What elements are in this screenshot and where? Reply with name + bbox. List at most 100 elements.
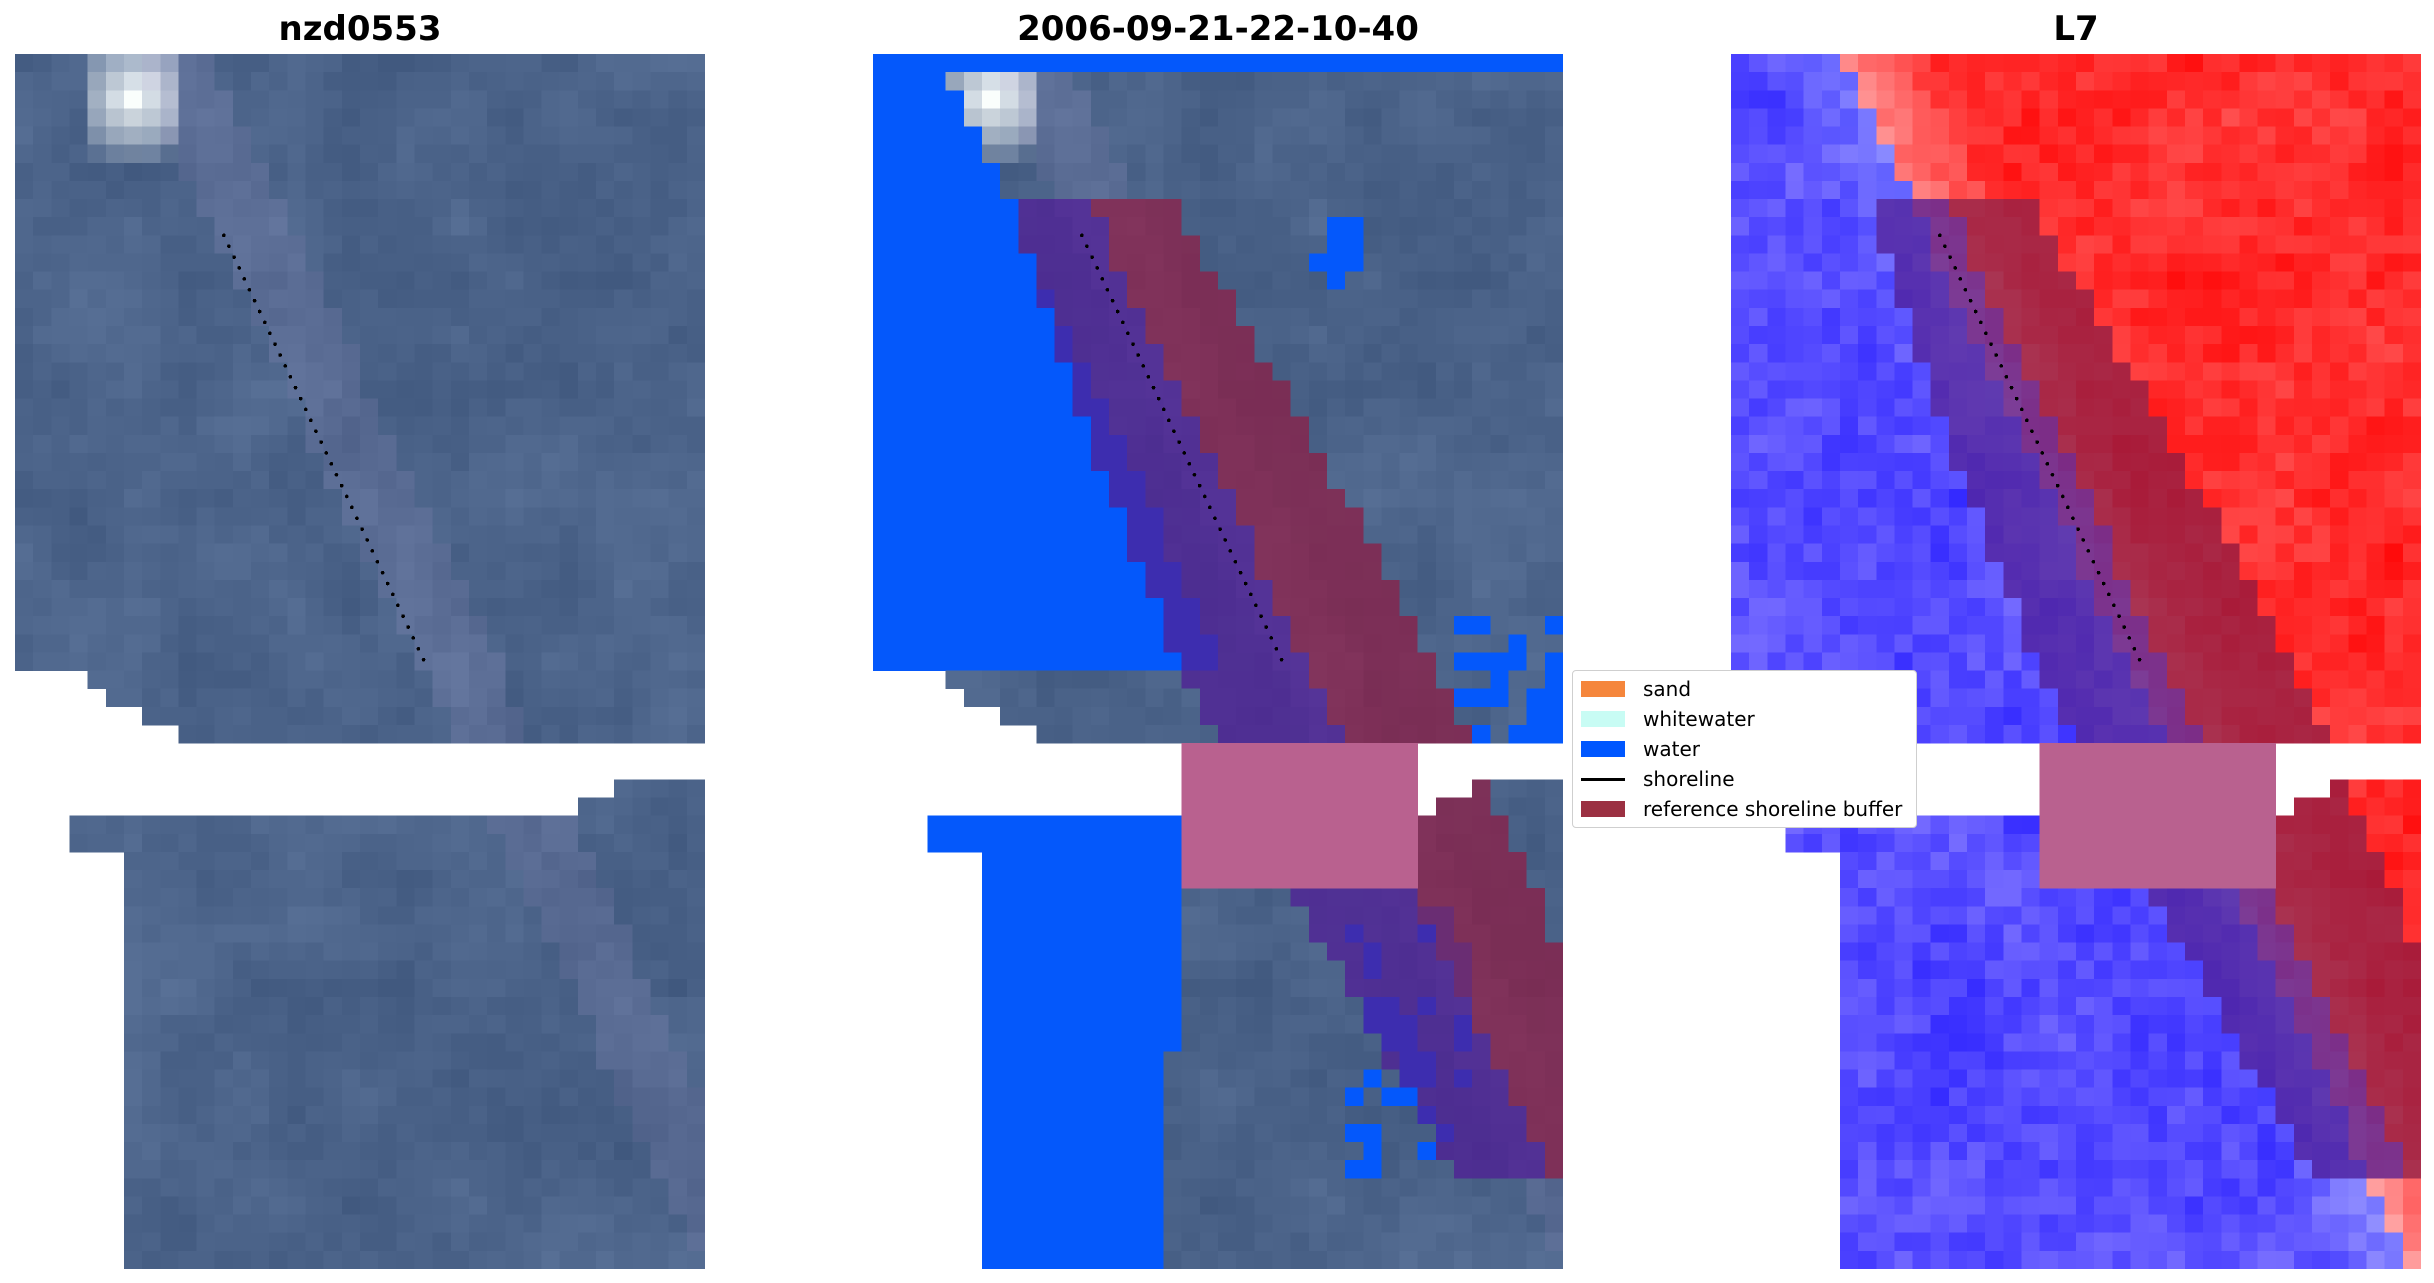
- image-pixel: [123, 888, 143, 907]
- image-pixel: [341, 815, 361, 835]
- image-pixel: [87, 307, 107, 327]
- image-pixel: [1839, 199, 1859, 218]
- image-pixel: [432, 634, 452, 653]
- image-pixel: [505, 833, 524, 853]
- image-pixel: [178, 199, 197, 218]
- image-pixel: [360, 670, 379, 690]
- image-pixel: [232, 289, 252, 309]
- image-pixel: [614, 434, 633, 454]
- image-pixel: [1326, 888, 1346, 907]
- shoreline-point: [1248, 592, 1253, 597]
- image-pixel: [1345, 235, 1364, 254]
- image-pixel: [1417, 1142, 1437, 1161]
- image-pixel: [1072, 1033, 1092, 1052]
- image-pixel: [396, 126, 415, 146]
- shoreline-point: [1274, 646, 1279, 651]
- image-pixel: [632, 688, 651, 708]
- image-pixel: [196, 634, 216, 653]
- image-pixel: [945, 307, 965, 327]
- image-pixel: [668, 670, 688, 690]
- image-pixel: [2203, 90, 2222, 109]
- image-pixel: [1508, 1069, 1528, 1089]
- image-pixel: [15, 362, 34, 381]
- image-pixel: [196, 851, 216, 871]
- image-pixel: [196, 960, 216, 980]
- image-pixel: [305, 543, 325, 563]
- image-pixel: [432, 1160, 452, 1179]
- rgb-image-panel: [15, 54, 705, 1269]
- image-pixel: [1000, 942, 1019, 962]
- image-pixel: [1731, 90, 1750, 109]
- image-pixel: [1472, 289, 1491, 309]
- image-pixel: [341, 652, 361, 671]
- image-pixel: [450, 199, 470, 218]
- image-pixel: [160, 398, 179, 418]
- image-pixel: [1054, 942, 1074, 962]
- image-pixel: [1967, 144, 1986, 164]
- image-pixel: [945, 434, 965, 454]
- image-pixel: [523, 942, 542, 962]
- image-pixel: [33, 72, 52, 91]
- image-pixel: [1345, 960, 1364, 980]
- image-pixel: [2257, 108, 2277, 127]
- image-pixel: [1127, 670, 1146, 690]
- image-pixel: [1163, 398, 1183, 418]
- image-pixel: [1399, 108, 1419, 127]
- image-pixel: [1054, 561, 1074, 581]
- buffer-pixel: [1308, 797, 1328, 817]
- image-pixel: [287, 1015, 306, 1034]
- image-pixel: [1090, 1178, 1110, 1197]
- image-pixel: [1254, 507, 1273, 526]
- image-pixel: [123, 126, 143, 146]
- image-pixel: [2166, 162, 2186, 182]
- image-pixel: [1363, 1178, 1382, 1197]
- image-pixel: [1290, 561, 1310, 581]
- image-pixel: [269, 634, 288, 653]
- image-pixel: [1544, 706, 1563, 726]
- image-pixel: [1803, 54, 1823, 73]
- shoreline-point: [303, 407, 308, 412]
- image-pixel: [269, 1196, 288, 1215]
- image-pixel: [1199, 398, 1219, 418]
- image-pixel: [1218, 344, 1237, 363]
- image-pixel: [2348, 72, 2367, 91]
- buffer-pixel: [1254, 870, 1273, 889]
- image-pixel: [378, 126, 397, 146]
- image-pixel: [650, 1051, 670, 1070]
- image-pixel: [1508, 416, 1528, 436]
- image-pixel: [1145, 471, 1164, 490]
- image-pixel: [1036, 870, 1055, 889]
- image-pixel: [1163, 72, 1183, 91]
- image-pixel: [1417, 398, 1437, 418]
- image-pixel: [1109, 217, 1128, 236]
- image-pixel: [1435, 416, 1455, 436]
- image-pixel: [559, 1087, 579, 1107]
- image-pixel: [505, 307, 524, 327]
- image-pixel: [559, 1196, 579, 1215]
- image-pixel: [269, 1142, 288, 1161]
- image-pixel: [1218, 706, 1237, 726]
- image-pixel: [1054, 1051, 1074, 1070]
- image-pixel: [123, 833, 143, 853]
- image-pixel: [414, 670, 433, 690]
- image-pixel: [1163, 815, 1183, 835]
- image-pixel: [1326, 489, 1346, 508]
- image-pixel: [1508, 144, 1528, 164]
- image-pixel: [1254, 561, 1273, 581]
- image-pixel: [15, 398, 34, 418]
- image-pixel: [632, 634, 651, 653]
- image-pixel: [123, 90, 143, 109]
- image-pixel: [378, 616, 397, 635]
- image-pixel: [396, 1087, 415, 1107]
- image-pixel: [341, 90, 361, 109]
- image-pixel: [1090, 1196, 1110, 1215]
- image-pixel: [577, 598, 597, 617]
- image-pixel: [2094, 144, 2113, 164]
- image-pixel: [650, 960, 670, 980]
- image-pixel: [963, 489, 983, 508]
- image-pixel: [1199, 90, 1219, 109]
- image-pixel: [1526, 489, 1546, 508]
- image-pixel: [1381, 652, 1400, 671]
- image-pixel: [1254, 217, 1273, 236]
- image-pixel: [1109, 579, 1128, 599]
